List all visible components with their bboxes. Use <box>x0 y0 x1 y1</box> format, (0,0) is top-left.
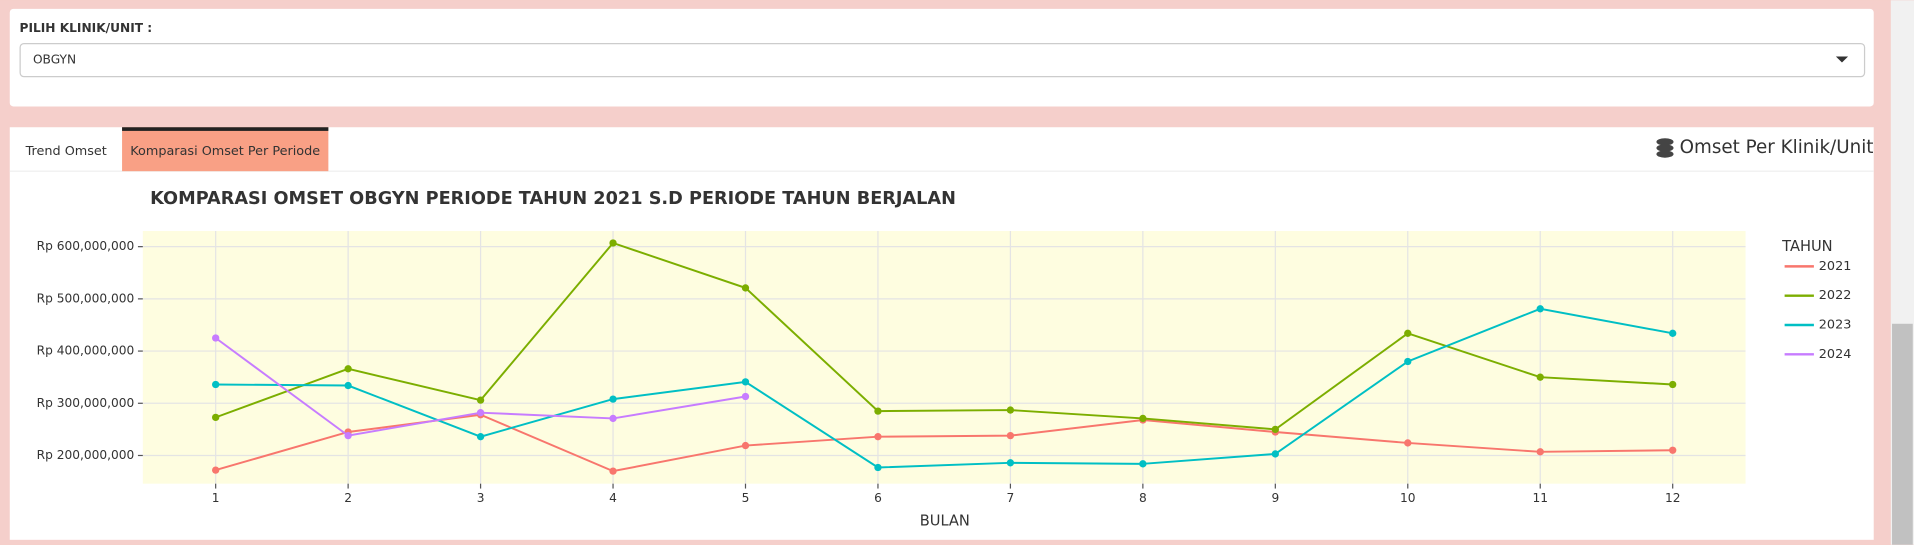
y-tick-label: Rp 400,000,000 <box>37 344 135 358</box>
data-point <box>212 466 220 474</box>
x-axis-label: BULAN <box>920 513 970 530</box>
series-line <box>215 307 1673 469</box>
data-point <box>874 407 882 415</box>
panel-title: Omset Per Klinik/Unit <box>1680 137 1874 158</box>
x-tick-label: 2 <box>344 491 352 505</box>
legend-label: 2024 <box>1819 347 1852 362</box>
data-point <box>1006 431 1015 440</box>
data-point <box>1404 329 1412 337</box>
x-tick-label: 10 <box>1400 491 1416 505</box>
data-point <box>1536 448 1544 456</box>
y-tick-label: Rp 600,000,000 <box>37 239 135 253</box>
data-point <box>344 365 352 373</box>
data-point <box>1404 357 1412 366</box>
data-point <box>1536 305 1544 313</box>
x-tick-label: 6 <box>874 491 882 505</box>
filter-label: PILIH KLINIK/UNIT : <box>20 21 153 35</box>
data-point <box>1669 329 1677 337</box>
x-tick-label: 11 <box>1532 491 1548 505</box>
data-point <box>1271 425 1279 434</box>
data-point <box>741 441 750 450</box>
x-tick-label: 8 <box>1139 491 1147 505</box>
data-point <box>1271 450 1279 458</box>
x-tick-label: 1 <box>212 491 220 505</box>
data-point <box>1536 373 1544 381</box>
x-tick-label: 9 <box>1271 491 1279 505</box>
data-point <box>609 239 617 247</box>
chart-title: KOMPARASI OMSET OBGYN PERIODE TAHUN 2021… <box>150 189 956 209</box>
data-point <box>1139 414 1147 423</box>
legend-label: 2023 <box>1819 317 1852 332</box>
data-point <box>1669 446 1677 454</box>
x-tick-label: 12 <box>1665 491 1681 505</box>
legend-title: TAHUN <box>1781 238 1832 255</box>
data-point <box>344 431 352 440</box>
data-point <box>212 380 220 389</box>
tab-active[interactable] <box>122 127 329 172</box>
coins-icon <box>1656 138 1674 158</box>
data-point <box>344 381 352 390</box>
y-tick-label: Rp 500,000,000 <box>37 291 135 305</box>
tab-active-border <box>122 127 329 131</box>
x-tick-label: 7 <box>1007 491 1015 505</box>
x-tick-label: 4 <box>609 491 617 505</box>
data-point <box>476 409 485 417</box>
scrollbar-thumb[interactable] <box>1892 323 1913 545</box>
series-line <box>215 413 1673 473</box>
data-point <box>609 467 617 475</box>
data-point <box>476 396 485 404</box>
series-line <box>215 241 1673 431</box>
data-point <box>874 433 882 441</box>
data-point <box>741 392 750 401</box>
data-point <box>741 284 750 292</box>
data-point <box>1404 439 1412 447</box>
legend-label: 2021 <box>1819 259 1852 274</box>
data-point <box>1006 459 1015 467</box>
data-point <box>476 433 485 441</box>
legend-label: 2022 <box>1819 288 1852 303</box>
data-point <box>212 334 220 342</box>
plot-area <box>142 230 1746 484</box>
y-tick-label: Rp 200,000,000 <box>37 448 135 462</box>
data-point <box>609 395 617 403</box>
data-point <box>1139 460 1147 468</box>
data-point <box>1006 406 1015 414</box>
select-arrow <box>1835 56 1849 63</box>
data-point <box>609 414 617 423</box>
select-value: OBGYN <box>33 53 76 67</box>
x-tick-label: 3 <box>477 491 485 505</box>
data-point <box>874 463 882 472</box>
tab[interactable]: Komparasi Omset Per Periode <box>130 144 320 159</box>
y-tick-label: Rp 300,000,000 <box>37 396 135 410</box>
data-point <box>1669 380 1677 389</box>
tab[interactable]: Trend Omset <box>25 144 107 159</box>
select-box[interactable] <box>19 43 1866 78</box>
data-point <box>741 378 750 386</box>
data-point <box>212 413 220 422</box>
x-tick-label: 5 <box>742 491 750 505</box>
